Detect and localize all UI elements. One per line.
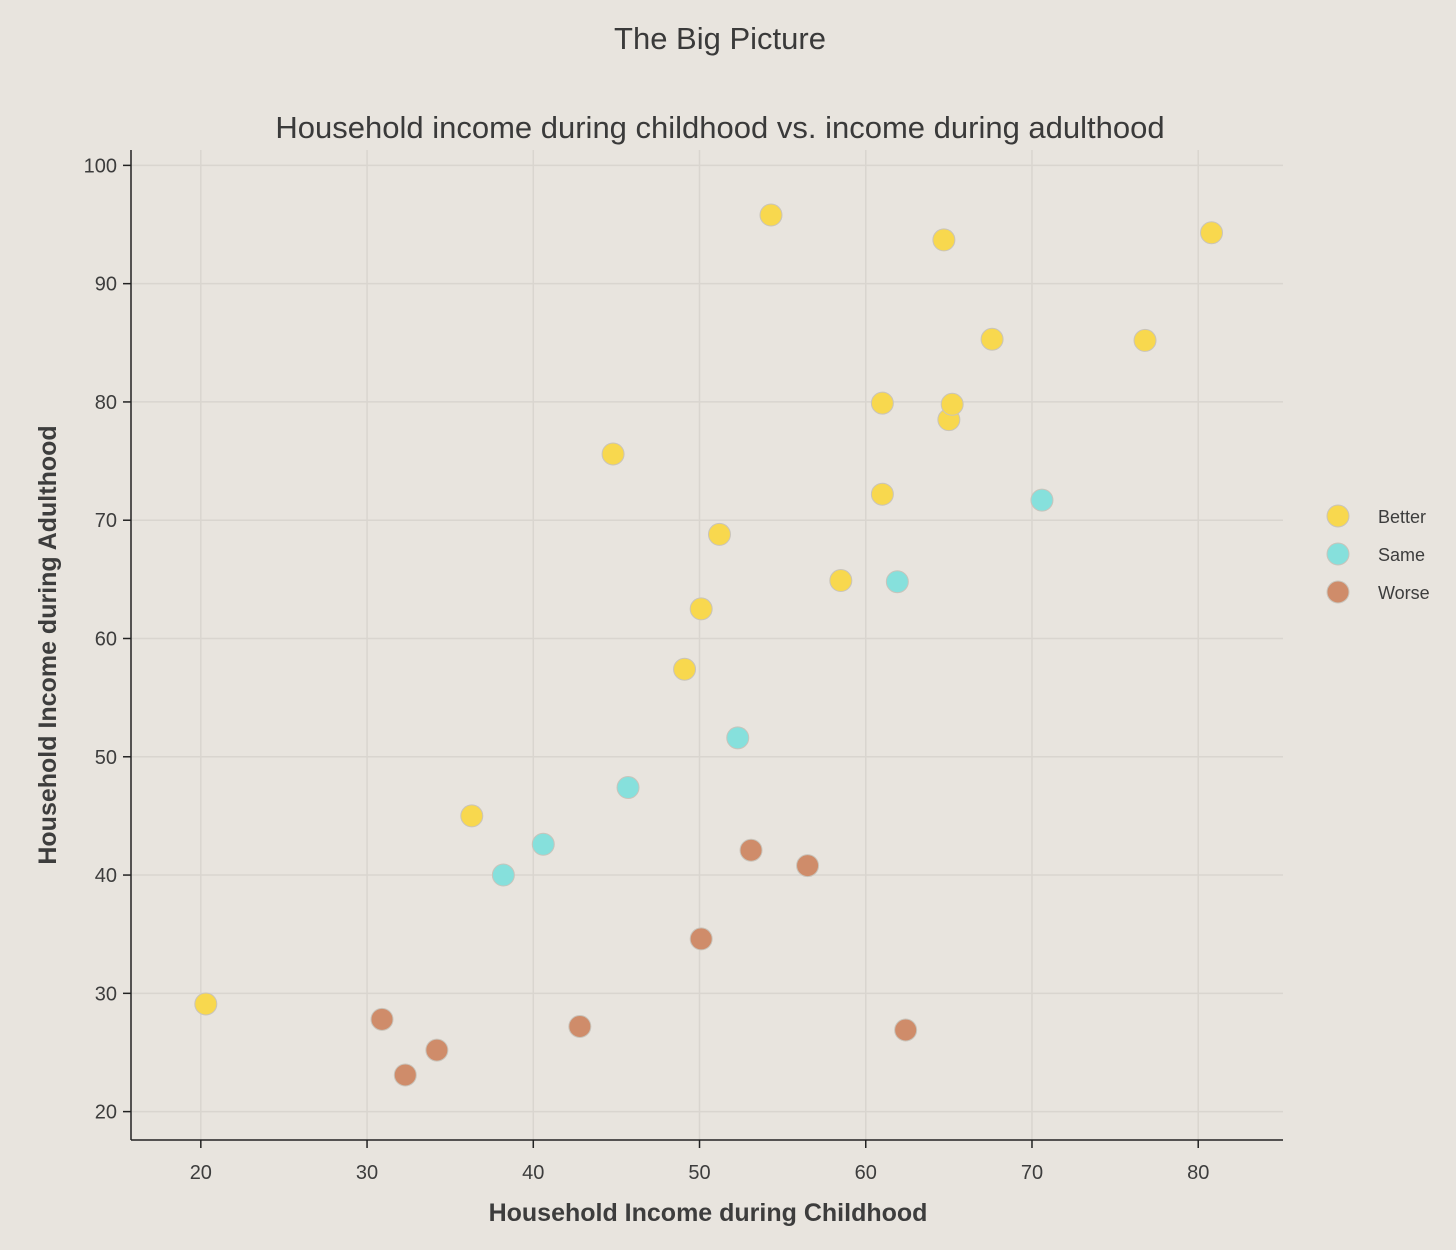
y-tick-label: 80 <box>95 392 117 414</box>
y-axis-label: Household Income during Adulthood <box>34 425 62 864</box>
y-tick-label: 60 <box>95 628 117 650</box>
point-worse <box>796 854 820 878</box>
point-same <box>885 570 909 594</box>
point-better <box>460 804 484 828</box>
point-same <box>491 863 515 887</box>
data-points <box>194 203 1224 1087</box>
point-same <box>531 832 555 856</box>
point-worse <box>393 1063 417 1087</box>
point-better <box>829 569 853 593</box>
x-tick-label: 60 <box>855 1162 877 1184</box>
y-tick-label: 70 <box>95 510 117 532</box>
point-worse <box>689 927 713 951</box>
legend: Better Same Worse <box>1326 504 1430 604</box>
point-better <box>194 992 218 1016</box>
point-better <box>870 482 894 506</box>
point-better <box>707 522 731 546</box>
point-worse <box>568 1014 592 1038</box>
grid-lines <box>131 150 1283 1140</box>
legend-label-better: Better <box>1378 507 1426 527</box>
point-worse <box>425 1038 449 1062</box>
point-better <box>940 392 964 416</box>
point-better <box>1133 328 1157 352</box>
x-tick-label: 20 <box>190 1162 212 1184</box>
x-tick-label: 30 <box>356 1162 378 1184</box>
point-better <box>870 391 894 415</box>
y-tick-label: 40 <box>95 865 117 887</box>
x-tick-label: 40 <box>522 1162 544 1184</box>
point-better <box>673 657 697 681</box>
legend-marker-worse <box>1326 580 1350 604</box>
x-axis-label: Household Income during Childhood <box>489 1199 928 1227</box>
legend-marker-same <box>1326 542 1350 566</box>
x-tick-label: 70 <box>1021 1162 1043 1184</box>
x-tick-label: 50 <box>688 1162 710 1184</box>
point-worse <box>370 1007 394 1031</box>
x-tick-label: 80 <box>1187 1162 1209 1184</box>
y-tick-label: 100 <box>84 155 117 177</box>
legend-label-same: Same <box>1378 545 1425 565</box>
y-tick-label: 50 <box>95 747 117 769</box>
y-tick-label: 20 <box>95 1102 117 1124</box>
legend-marker-better <box>1326 504 1350 528</box>
point-same <box>1030 488 1054 512</box>
chart-subtitle: Household income during childhood vs. in… <box>275 110 1164 145</box>
point-same <box>616 776 640 800</box>
point-same <box>726 726 750 750</box>
legend-label-worse: Worse <box>1378 583 1430 603</box>
axes: 20 30 40 50 60 70 80 20 30 40 50 60 70 80 90 100 <box>84 150 1283 1184</box>
point-better <box>759 203 783 227</box>
y-tick-label: 90 <box>95 274 117 296</box>
y-tick-label: 30 <box>95 983 117 1005</box>
point-better <box>932 228 956 252</box>
point-better <box>980 327 1004 351</box>
point-worse <box>894 1018 918 1042</box>
chart-title: The Big Picture <box>614 21 826 56</box>
point-worse <box>739 838 763 862</box>
point-better <box>601 442 625 466</box>
point-better <box>1200 221 1224 245</box>
point-better <box>689 597 713 621</box>
